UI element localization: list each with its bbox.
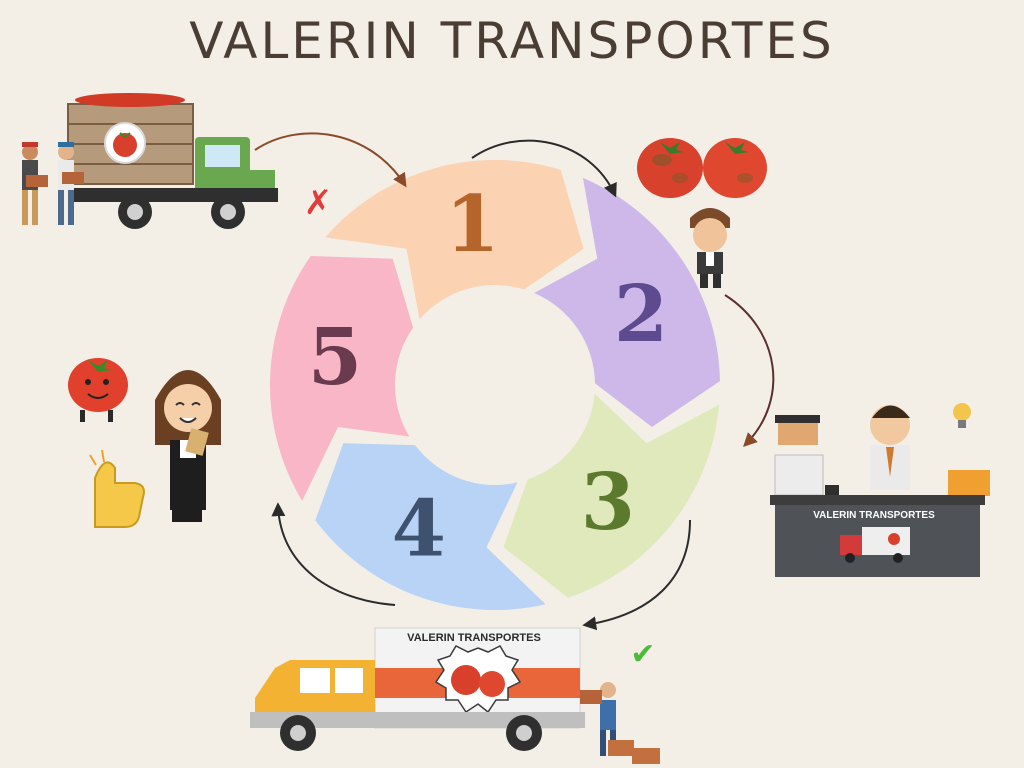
thumbs-up-icon [89, 449, 145, 528]
reject-mark: ✗ [304, 183, 333, 223]
desk-truck-icon [840, 527, 910, 563]
cycle-segment-3 [503, 393, 720, 598]
cycle-segment-2 [534, 177, 720, 428]
cycle-center [397, 287, 593, 483]
page-title: VALERIN TRANSPORTES [189, 12, 835, 70]
step-number-3: 3 [581, 457, 635, 548]
delivery-truck-icon [250, 627, 585, 751]
step-number-2: 2 [614, 269, 668, 360]
arrow-truck-to-step1 [254, 132, 407, 188]
worried-man-icon [690, 208, 730, 288]
cycle-segment-4 [315, 443, 546, 610]
workers-icon [22, 142, 84, 225]
accept-mark: ✔ [630, 637, 655, 672]
desk-sign: VALERIN TRANSPORTES [813, 510, 935, 521]
cycle-ring: 1 2 3 45 [270, 160, 720, 610]
happy-tomato-icon [68, 358, 128, 422]
step-number-5: 5 [308, 312, 362, 403]
arrow-office-to-truck [582, 519, 691, 631]
truck-sign: VALERIN TRANSPORTES [407, 632, 541, 644]
arrow-truck-to-step5 [271, 502, 396, 606]
cycle-segment-1 [325, 160, 584, 320]
arrow-step1-to-tomatoes [471, 139, 617, 198]
delivery-man-icon [580, 682, 660, 764]
green-truck-icon [67, 93, 278, 229]
happy-woman-icon [155, 370, 221, 522]
step-number-1: 1 [445, 179, 499, 270]
office-desk-icon [770, 403, 990, 577]
cycle-segment-5 [270, 255, 414, 501]
damaged-tomatoes-icon [637, 138, 767, 198]
step-number-4: 4 [392, 483, 446, 574]
arrow-worried-to-office [724, 294, 775, 447]
